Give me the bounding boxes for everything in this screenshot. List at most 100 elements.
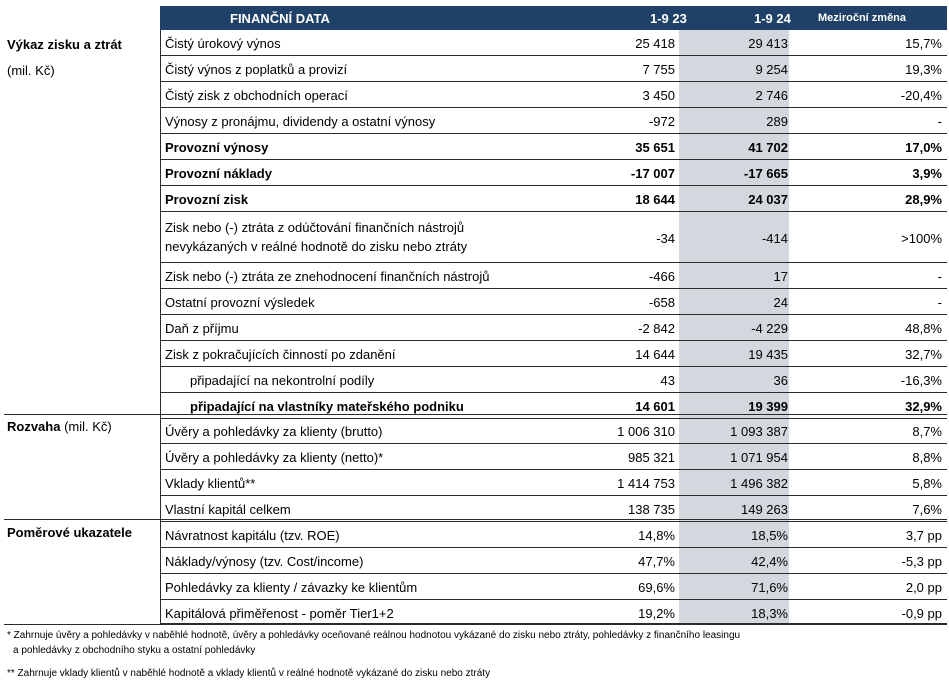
value-2024: -414 (761, 231, 788, 246)
value-2024: 1 093 387 (730, 424, 788, 439)
row-label: Ostatní provozní výsledek (165, 295, 315, 310)
value-2024: -17 665 (743, 166, 788, 181)
value-change: 19,3% (905, 62, 942, 77)
table-row: Úvěry a pohledávky za klienty (brutto) 1 … (160, 418, 947, 444)
row-label: Kapitálová přiměřenost - poměr Tier1+2 (165, 606, 394, 621)
value-2024: 36 (773, 373, 788, 388)
value-2024: 17 (773, 269, 788, 284)
table-row: Provozní výnosy 35 651 41 702 17,0% (160, 134, 947, 160)
row-label: Čistý zisk z obchodních operací (165, 88, 348, 103)
table-row: Provozní zisk 18 644 24 037 28,9% (160, 186, 947, 212)
header-col-2023: 1-9 23 (650, 11, 687, 26)
value-change: 2,0 pp (905, 580, 942, 595)
value-change: 7,6% (912, 502, 942, 517)
value-2023: 1 006 310 (617, 424, 675, 439)
table-row: Kapitálová přiměřenost - poměr Tier1+2 19… (160, 600, 947, 624)
value-change: 17,0% (905, 140, 942, 155)
value-change: 3,7 pp (905, 528, 942, 543)
section-divider (4, 624, 947, 625)
value-2024: 41 702 (748, 140, 788, 155)
table-row: Zisk z pokračujících činností po zdanění… (160, 341, 947, 367)
value-2023: 47,7% (638, 554, 675, 569)
table-row: Provozní náklady -17 007 -17 665 3,9% (160, 160, 947, 186)
row-label: Vlastní kapitál celkem (165, 502, 291, 517)
value-change: 48,8% (905, 321, 942, 336)
value-2023: -466 (648, 269, 675, 284)
value-2023: 1 414 753 (617, 476, 675, 491)
footnote-1-continued: a pohledávky z obchodního styku a ostatn… (13, 645, 256, 656)
value-2024: -4 229 (751, 321, 788, 336)
table-row: Pohledávky za klienty / závazky ke klien… (160, 574, 947, 600)
table-row: Zisk nebo (-) ztráta ze znehodnocení fin… (160, 263, 947, 289)
row-label: připadající na vlastníky mateřského podn… (190, 399, 464, 414)
row-label: Čistý výnos z poplatků a provizí (165, 62, 348, 77)
footnote-2: ** Zahrnuje vklady klientů v naběhlé hod… (7, 668, 491, 679)
value-change: -16,3% (900, 373, 942, 388)
value-2023: -17 007 (630, 166, 675, 181)
value-2024: 71,6% (751, 580, 788, 595)
table-header: FINANČNÍ DATA 1-9 23 1-9 24 Meziroční zm… (160, 6, 947, 30)
value-2024: 149 263 (741, 502, 788, 517)
value-change: >100% (901, 231, 942, 246)
table-row: Čistý zisk z obchodních operací 3 450 2 74… (160, 82, 947, 108)
section-divider (4, 414, 947, 415)
value-2024: 1 071 954 (730, 450, 788, 465)
value-change: 3,9% (912, 166, 942, 181)
value-change: -0,9 pp (901, 606, 942, 621)
value-change: 8,7% (912, 424, 942, 439)
value-2023: -2 842 (638, 321, 675, 336)
value-change: -20,4% (900, 88, 942, 103)
value-2023: 43 (660, 373, 675, 388)
table-row: Vklady klientů** 1 414 753 1 496 382 5,8% (160, 470, 947, 496)
value-2024: 18,3% (751, 606, 788, 621)
table-row: Náklady/výnosy (tzv. Cost/income) 47,7% 42… (160, 548, 947, 574)
footnote-1: * Zahrnuje úvěry a pohledávky v naběhlé … (7, 630, 741, 641)
section-divider (4, 519, 947, 520)
row-label: Zisk nebo (-) ztráta z odúčtování finanč… (165, 220, 465, 235)
value-2024: 289 (766, 114, 788, 129)
value-2023: 35 651 (635, 140, 675, 155)
row-label: Provozní náklady (165, 166, 272, 181)
row-label: připadající na nekontrolní podíly (190, 373, 375, 388)
value-change: 15,7% (905, 36, 942, 51)
value-2023: 138 735 (628, 502, 675, 517)
value-2024: 19 399 (748, 399, 788, 414)
row-label: Náklady/výnosy (tzv. Cost/income) (165, 554, 364, 569)
header-col-2024: 1-9 24 (754, 11, 791, 26)
table-row: Čistý úrokový výnos 25 418 29 413 15,7% (160, 30, 947, 56)
row-label: Provozní výnosy (165, 140, 269, 155)
value-2024: 18,5% (751, 528, 788, 543)
value-2023: 14 644 (635, 347, 675, 362)
value-change: - (937, 114, 942, 129)
row-label: Úvěry a pohledávky za klienty (brutto) (165, 424, 383, 439)
value-change: 32,7% (905, 347, 942, 362)
row-label: Zisk nebo (-) ztráta ze znehodnocení fin… (165, 269, 490, 284)
highlight-column-shading (679, 30, 789, 624)
value-2023: 18 644 (635, 192, 675, 207)
table-row: Vlastní kapitál celkem 138 735 149 263 7,6% (160, 496, 947, 522)
value-2024: 1 496 382 (730, 476, 788, 491)
value-2023: 19,2% (638, 606, 675, 621)
table-row: Návratnost kapitálu (tzv. ROE) 14,8% 18,5%… (160, 522, 947, 548)
row-label-continued: nevykázaných v reálné hodnotě do zisku n… (165, 239, 468, 254)
table-row: Výnosy z pronájmu, dividendy a ostatní v… (160, 108, 947, 134)
table-row: Daň z příjmu -2 842 -4 229 48,8% (160, 315, 947, 341)
row-label: Úvěry a pohledávky za klienty (netto)* (165, 450, 384, 465)
row-label: Návratnost kapitálu (tzv. ROE) (165, 528, 340, 543)
value-2024: 42,4% (751, 554, 788, 569)
value-change: 32,9% (905, 399, 942, 414)
section-label-income-statement: Výkaz zisku a ztrát (7, 37, 122, 52)
row-label: Vklady klientů** (165, 476, 256, 491)
value-2023: 14 601 (635, 399, 675, 414)
table-row: Ostatní provozní výsledek -658 24 - (160, 289, 947, 315)
row-label: Pohledávky za klienty / závazky ke klien… (165, 580, 418, 595)
table-row: Zisk nebo (-) ztráta z odúčtování finanč… (160, 212, 947, 263)
value-change: - (937, 295, 942, 310)
section-label-ratios: Poměrové ukazatele (7, 525, 133, 540)
value-2023: 985 321 (628, 450, 675, 465)
value-2024: 9 254 (755, 62, 788, 77)
table-row: Čistý výnos z poplatků a provizí 7 755 9 2… (160, 56, 947, 82)
header-title: FINANČNÍ DATA (230, 11, 330, 26)
value-2023: 25 418 (635, 36, 675, 51)
table-row: připadající na vlastníky mateřského podn… (160, 393, 947, 419)
